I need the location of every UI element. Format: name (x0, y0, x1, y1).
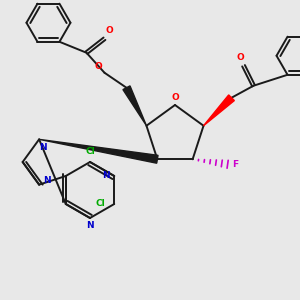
Text: N: N (39, 143, 47, 152)
Text: Cl: Cl (85, 148, 95, 157)
Text: Cl: Cl (95, 200, 105, 208)
Text: O: O (94, 62, 102, 71)
Polygon shape (123, 86, 146, 126)
Text: F: F (232, 160, 239, 169)
Polygon shape (203, 95, 234, 126)
Text: O: O (171, 92, 179, 101)
Text: N: N (102, 172, 110, 181)
Text: N: N (86, 221, 94, 230)
Polygon shape (39, 139, 158, 163)
Text: O: O (237, 53, 244, 62)
Text: N: N (43, 176, 51, 185)
Text: O: O (106, 26, 113, 35)
